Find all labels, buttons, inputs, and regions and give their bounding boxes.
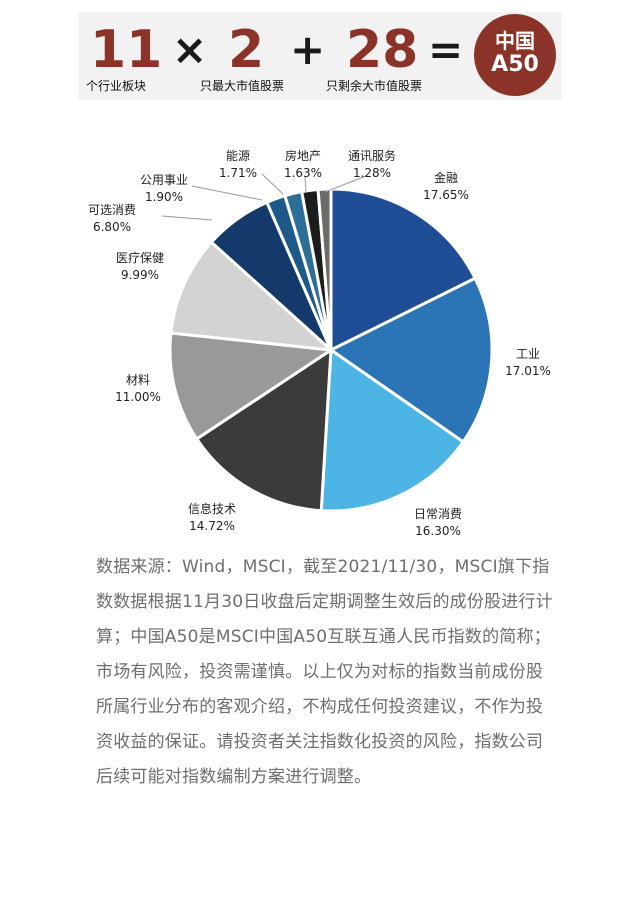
leader-line (261, 173, 284, 195)
slice-name-label: 材料 (126, 373, 150, 387)
slice-percent-label: 16.30% (415, 524, 461, 538)
multiply-sign: × (172, 25, 208, 74)
pie-slice-3 (319, 347, 466, 513)
pie-slice-5 (168, 331, 336, 442)
leader-line (304, 175, 307, 193)
slice-name-label: 金融 (434, 170, 458, 185)
slice-name-label: 工业 (516, 347, 540, 361)
pie-slice-2 (328, 276, 494, 444)
top-stock-caption: 只最大市值股票 (200, 79, 285, 93)
pie-slice-11 (316, 187, 333, 351)
slice-percent-label: 11.00% (115, 390, 161, 404)
pie-slice-6 (169, 240, 336, 352)
plus-sign: + (290, 25, 326, 74)
equals-sign: = (428, 25, 464, 74)
slice-percent-label: 14.72% (189, 519, 235, 533)
pie-slice-4 (194, 347, 333, 513)
slice-percent-label: 17.65% (423, 188, 469, 202)
slice-name-label: 可选消费 (88, 203, 136, 217)
slice-percent-label: 1.28% (353, 166, 391, 180)
leader-line (161, 215, 213, 221)
china-a50-badge: 中国 A50 (474, 14, 556, 96)
remaining-stock-count: 28 (346, 20, 419, 80)
slice-percent-label: 9.99% (121, 268, 159, 282)
slice-name-label: 公用事业 (140, 173, 188, 187)
slice-percent-label: 17.01% (505, 364, 551, 378)
badge-line-1: 中国 (495, 29, 535, 53)
slice-percent-label: 6.80% (93, 220, 131, 234)
badge-line-2: A50 (491, 52, 539, 77)
sector-count: 11 (90, 20, 163, 80)
slice-percent-label: 1.63% (284, 166, 322, 180)
slice-labels: 金融 17.65% 工业 17.01% 日常消费 16.30% 信息技术 14.72% 材料 11… (88, 148, 551, 538)
slice-name-label: 能源 (226, 149, 250, 163)
sector-count-caption: 个行业板块 (86, 79, 147, 93)
leader-line (191, 185, 263, 201)
sector-pie-chart: 金融 17.65% 工业 17.01% 日常消费 16.30% 信息技术 14.72% 材料 11… (88, 148, 551, 538)
pie-slices (168, 187, 494, 513)
remaining-stock-caption: 只剩余大市值股票 (326, 79, 423, 93)
slice-name-label: 房地产 (285, 148, 321, 163)
slice-name-label: 日常消费 (414, 507, 462, 521)
header-banner: 11 个行业板块 × 2 只最大市值股票 + 28 只剩余大市值股票 = 中国 … (0, 0, 640, 118)
pie-slice-1 (329, 187, 478, 353)
slice-percent-label: 1.71% (219, 166, 257, 180)
slice-name-label: 通讯服务 (348, 148, 396, 163)
slice-percent-label: 1.90% (145, 190, 183, 204)
leader-line (324, 175, 367, 193)
top-stock-count: 2 (228, 20, 265, 80)
data-source-note: 数据来源：Wind，MSCI，截至2021/11/30，MSCI旗下指数数据根据… (96, 557, 553, 787)
label-leaders (161, 173, 367, 221)
slice-name-label: 信息技术 (188, 501, 236, 516)
slice-name-label: 医疗保健 (116, 251, 164, 265)
